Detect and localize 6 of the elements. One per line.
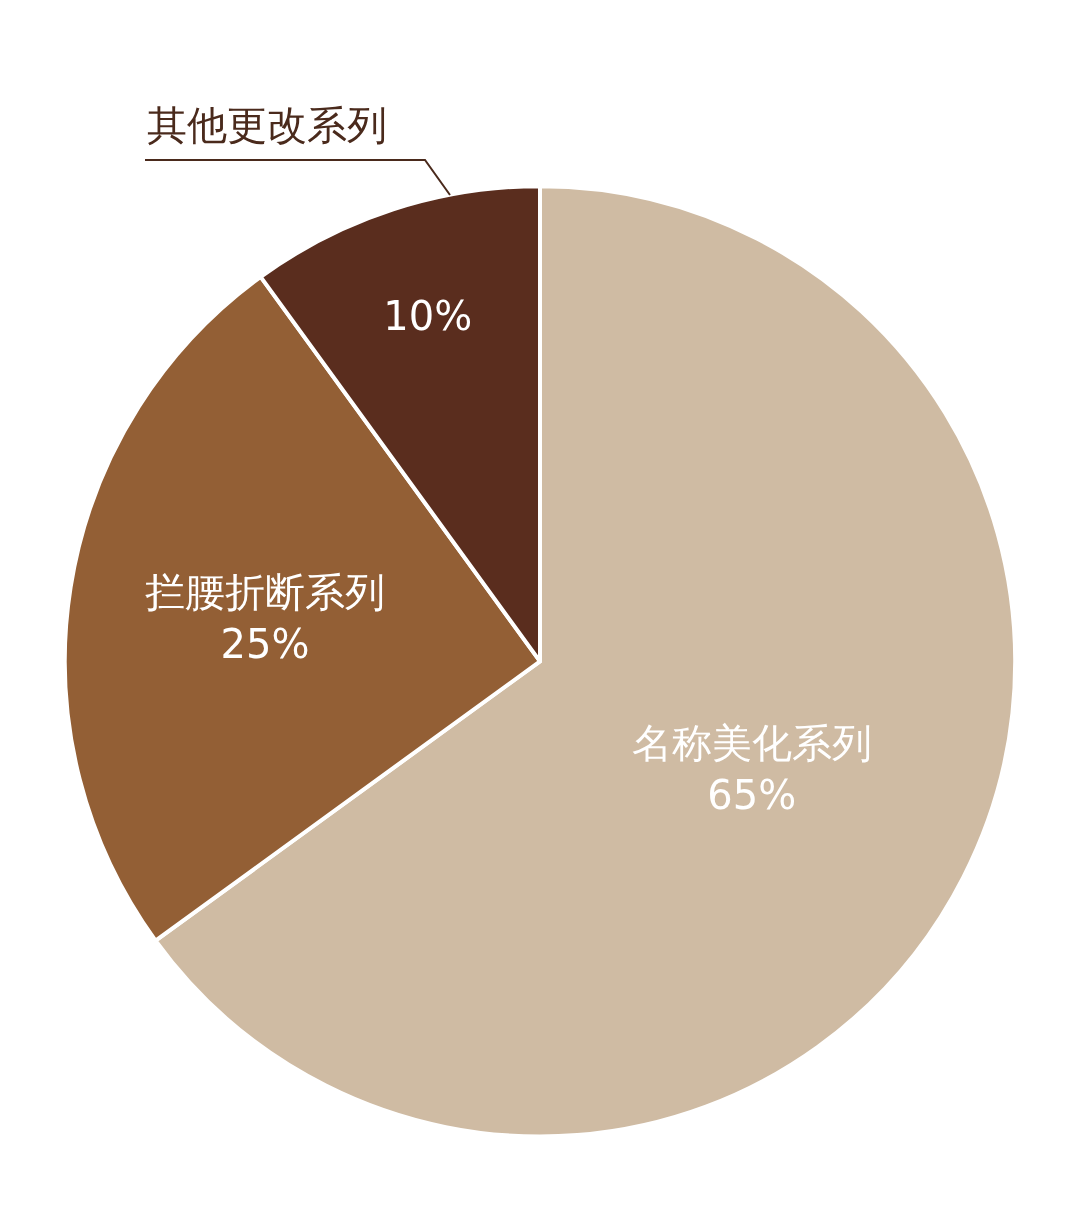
slice-label: 名称美化系列 [631, 720, 872, 767]
data-label: 65% [707, 772, 797, 819]
data-label: 25% [220, 620, 310, 667]
slice-label: 其他更改系列 [147, 102, 387, 148]
data-label: 10% [383, 293, 473, 340]
slice-label: 拦腰折断系列 [145, 568, 386, 615]
